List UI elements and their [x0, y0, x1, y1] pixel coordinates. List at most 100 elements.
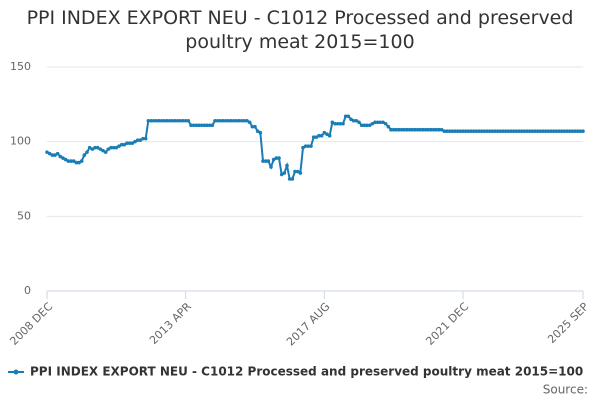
- point: [154, 118, 159, 123]
- point: [58, 154, 63, 159]
- point: [455, 129, 460, 134]
- point: [77, 160, 81, 165]
- point: [527, 129, 532, 134]
- point: [407, 127, 412, 132]
- point: [263, 159, 268, 163]
- point: [269, 165, 273, 169]
- point: [159, 118, 164, 123]
- point: [103, 150, 108, 154]
- point: [125, 141, 129, 145]
- point: [343, 114, 348, 119]
- point: [426, 127, 431, 132]
- point: [490, 129, 495, 134]
- point: [413, 127, 417, 132]
- x-tick-label: 2013 APR: [147, 300, 194, 347]
- point: [178, 118, 183, 123]
- point: [437, 127, 441, 132]
- point: [439, 127, 444, 132]
- point: [301, 145, 305, 150]
- point: [351, 118, 356, 123]
- point: [173, 118, 177, 123]
- point: [578, 129, 583, 134]
- point: [287, 177, 292, 181]
- point: [117, 144, 121, 148]
- point: [181, 118, 185, 123]
- point: [221, 118, 225, 123]
- point: [431, 127, 436, 132]
- point: [405, 127, 409, 132]
- point: [525, 129, 529, 134]
- point: [167, 118, 172, 123]
- point: [106, 147, 111, 151]
- point: [79, 159, 84, 163]
- point: [311, 135, 316, 139]
- point: [151, 118, 156, 123]
- chart-title: PPI INDEX EXPORT NEU - C1012 Processed a…: [26, 7, 574, 53]
- point: [199, 123, 204, 128]
- point: [349, 117, 353, 122]
- point: [514, 129, 519, 134]
- point: [575, 129, 580, 134]
- point: [410, 127, 415, 132]
- point: [471, 129, 476, 134]
- point: [354, 118, 359, 123]
- point: [162, 118, 167, 123]
- point: [87, 145, 92, 150]
- point: [277, 156, 281, 160]
- point: [45, 150, 49, 154]
- point: [282, 171, 287, 175]
- point: [378, 120, 383, 125]
- point: [127, 141, 132, 145]
- point: [119, 142, 124, 147]
- point: [295, 169, 300, 174]
- point: [402, 127, 407, 132]
- point: [231, 118, 236, 123]
- point: [213, 118, 217, 123]
- point: [519, 129, 524, 134]
- point: [418, 127, 423, 132]
- point: [130, 141, 135, 145]
- y-tick-label: 100: [10, 135, 31, 148]
- point: [114, 145, 119, 150]
- point: [186, 118, 191, 123]
- x-tick-label: 2025 SEP: [545, 300, 591, 346]
- y-tick-label: 50: [17, 209, 31, 222]
- point: [215, 118, 220, 123]
- point: [565, 129, 569, 134]
- point: [466, 129, 471, 134]
- y-tick-label: 150: [10, 60, 31, 73]
- point: [498, 129, 503, 134]
- point: [138, 138, 143, 142]
- point: [367, 123, 372, 128]
- point: [165, 118, 169, 123]
- point: [570, 129, 575, 134]
- point: [421, 127, 425, 132]
- point: [69, 159, 73, 163]
- point: [493, 129, 497, 134]
- point: [562, 129, 567, 134]
- point: [445, 129, 449, 134]
- point: [191, 123, 196, 128]
- point: [237, 118, 241, 123]
- legend-label: PPI INDEX EXPORT NEU - C1012 Processed a…: [30, 365, 583, 379]
- point: [271, 157, 276, 162]
- point: [234, 118, 239, 123]
- point: [61, 156, 65, 160]
- point: [319, 133, 324, 138]
- point: [530, 129, 535, 134]
- point: [135, 138, 140, 142]
- point: [194, 123, 199, 128]
- point: [463, 129, 468, 134]
- point: [477, 129, 481, 134]
- point: [581, 129, 585, 134]
- point: [111, 145, 116, 150]
- point: [479, 129, 484, 134]
- legend-symbol-dot: [13, 369, 19, 375]
- point: [538, 129, 543, 134]
- point: [170, 118, 175, 123]
- point: [210, 123, 215, 128]
- point: [535, 129, 540, 134]
- point: [397, 127, 401, 132]
- point: [90, 147, 95, 151]
